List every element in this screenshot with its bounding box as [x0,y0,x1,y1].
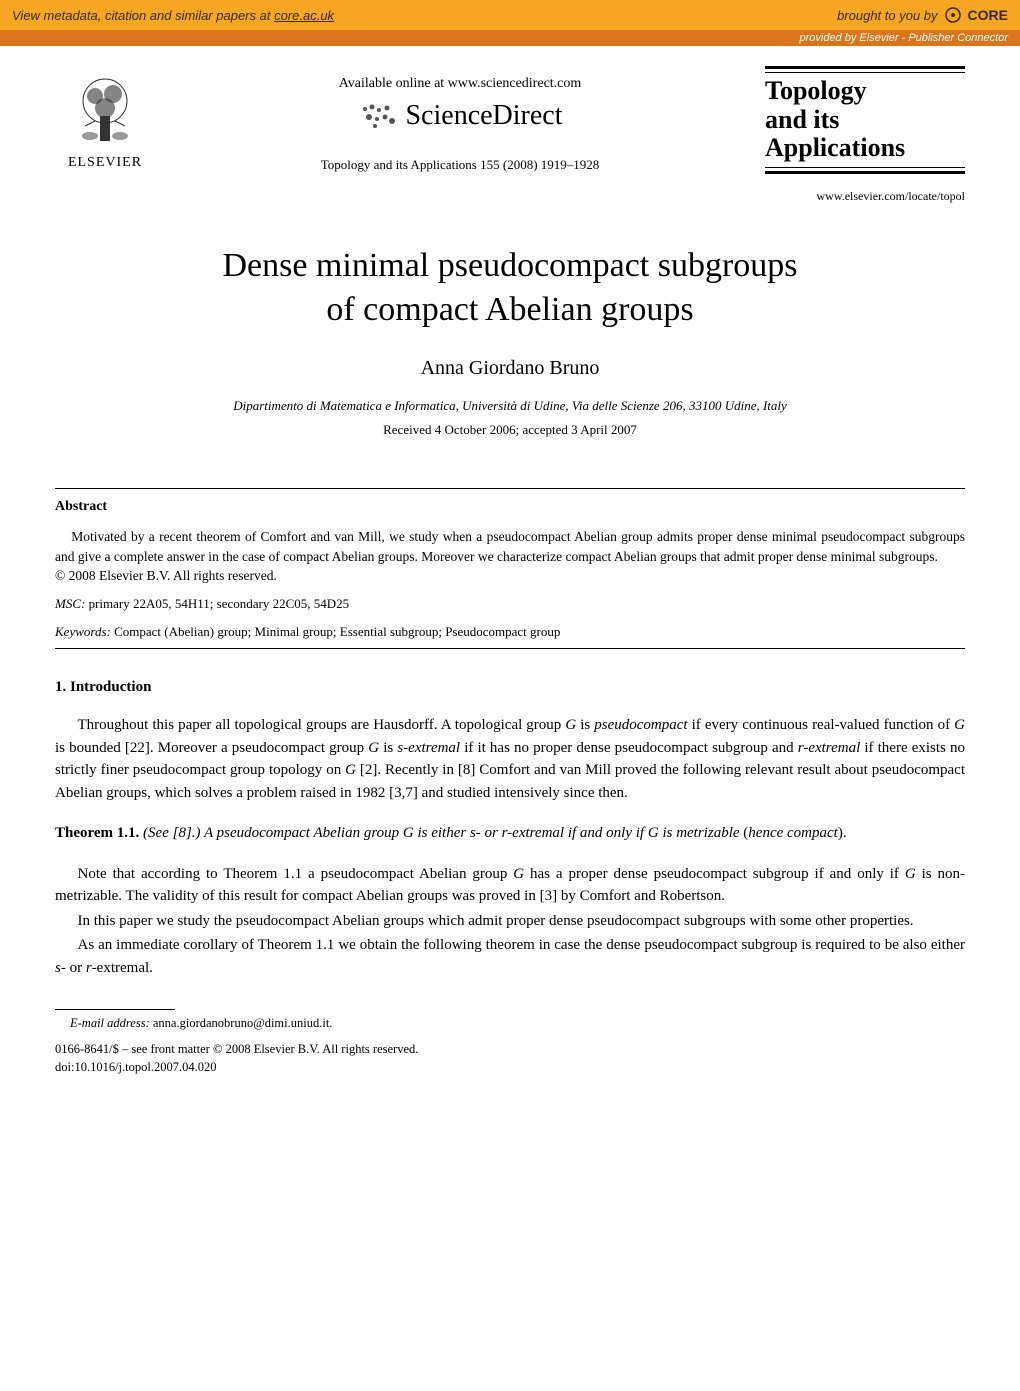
section-1-heading: 1. Introduction [55,679,965,696]
keywords-label: Keywords: [55,624,111,639]
journal-bottom-rule [765,167,965,174]
core-banner: View metadata, citation and similar pape… [0,0,1020,30]
email-label: E-mail address: [70,1016,150,1030]
msc-label: MSC: [55,596,85,611]
sciencedirect-dots-icon [357,101,397,131]
core-logo-icon [944,6,962,24]
journal-box: Topology and its Applications www.elsevi… [765,66,965,204]
provided-prefix: provided by [799,32,859,44]
core-banner-left: View metadata, citation and similar pape… [12,8,334,23]
msc-text: primary 22A05, 54H11; secondary 22C05, 5… [85,596,349,611]
elsevier-text: ELSEVIER [55,155,155,171]
theorem-label: Theorem 1.1. [55,825,139,841]
center-header: Available online at www.sciencedirect.co… [185,66,735,173]
msc: MSC: primary 22A05, 54H11; secondary 22C… [55,596,965,612]
core-left-prefix: View metadata, citation and similar pape… [12,8,274,23]
intro-p2: Note that according to Theorem 1.1 a pse… [55,863,965,908]
elsevier-logo: ELSEVIER [55,66,155,171]
provided-by-bar: provided by Elsevier - Publisher Connect… [0,30,1020,46]
email-address: anna.giordanobruno@dimi.uniud.it. [150,1016,333,1030]
sciencedirect-logo: ScienceDirect [185,100,735,132]
journal-title: Topology and its Applications [765,77,965,163]
core-banner-right: brought to you by CORE [837,6,1008,24]
affiliation: Dipartimento di Matematica e Informatica… [55,398,965,414]
core-brand: CORE [968,7,1008,23]
sciencedirect-text: ScienceDirect [405,100,562,132]
abstract-copyright: © 2008 Elsevier B.V. All rights reserved… [55,568,965,584]
keywords-text: Compact (Abelian) group; Minimal group; … [111,624,561,639]
title-line1: Dense minimal pseudocompact subgroups [222,247,797,284]
email-footnote: E-mail address: anna.giordanobruno@dimi.… [55,1016,965,1031]
elsevier-tree-icon [65,66,145,146]
title-line2: of compact Abelian groups [326,291,693,328]
available-online: Available online at www.sciencedirect.co… [185,76,735,92]
footnote-separator [55,1009,175,1010]
paper-content: ELSEVIER Available online at www.science… [0,46,1020,1116]
intro-p4: As an immediate corollary of Theorem 1.1… [55,934,965,979]
theorem-1-1: Theorem 1.1. (See [8].) A pseudocompact … [55,822,965,845]
journal-line2: and its [765,105,839,134]
received-date: Received 4 October 2006; accepted 3 Apri… [55,422,965,438]
abstract-text: Motivated by a recent theorem of Comfort… [55,527,965,566]
journal-line3: Applications [765,133,905,162]
core-right-prefix: brought to you by [837,8,937,23]
core-link[interactable]: core.ac.uk [274,8,334,23]
provided-link[interactable]: Elsevier - Publisher Connector [859,32,1008,44]
header-row: ELSEVIER Available online at www.science… [55,66,965,204]
journal-url: www.elsevier.com/locate/topol [765,189,965,204]
keywords: Keywords: Compact (Abelian) group; Minim… [55,624,965,640]
doi: doi:10.1016/j.topol.2007.04.020 [55,1059,965,1077]
intro-p3: In this paper we study the pseudocompact… [55,910,965,933]
author: Anna Giordano Bruno [55,357,965,380]
abstract-top-rule [55,488,965,489]
abstract-heading: Abstract [55,499,965,515]
abstract-bottom-rule [55,648,965,649]
intro-p1: Throughout this paper all topological gr… [55,714,965,804]
frontmatter: 0166-8641/$ – see front matter © 2008 El… [55,1041,965,1059]
journal-reference: Topology and its Applications 155 (2008)… [185,157,735,173]
journal-line1: Topology [765,76,867,105]
article-title: Dense minimal pseudocompact subgroups of… [55,244,965,332]
journal-top-rule [765,66,965,73]
